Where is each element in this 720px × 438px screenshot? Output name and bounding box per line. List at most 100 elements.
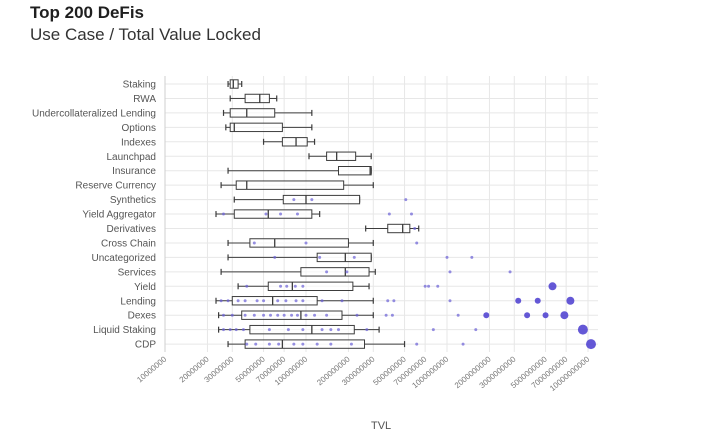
outlier-point [566, 296, 575, 305]
data-point [276, 299, 280, 303]
x-tick-label: 10000000 [135, 354, 168, 384]
box-iqr [231, 296, 318, 306]
data-point [508, 270, 512, 274]
data-point [325, 313, 329, 317]
box-iqr [281, 137, 308, 147]
data-point [301, 299, 305, 303]
data-point [222, 212, 226, 216]
category-label: Indexes [121, 137, 156, 148]
data-point [301, 284, 305, 288]
data-point [325, 270, 329, 274]
category-label: Uncategorized [92, 253, 156, 264]
data-point [336, 328, 340, 332]
data-point [409, 212, 413, 216]
data-point [301, 328, 305, 332]
data-point [245, 284, 249, 288]
data-point [295, 313, 299, 317]
outlier-point [560, 311, 569, 320]
category-label: RWA [133, 94, 156, 105]
data-point [390, 313, 394, 317]
data-point [301, 342, 305, 346]
data-point [277, 342, 281, 346]
data-point [318, 255, 322, 259]
box-iqr [229, 79, 239, 89]
category-label: Dexes [128, 311, 156, 322]
data-point [226, 299, 230, 303]
data-point [340, 299, 344, 303]
outlier-point [483, 312, 490, 319]
data-point [386, 299, 390, 303]
outlier-point [548, 282, 557, 291]
data-point [352, 255, 356, 259]
data-point [252, 241, 256, 245]
data-point [279, 284, 283, 288]
box-iqr [244, 339, 366, 349]
box-iqr [233, 209, 313, 219]
outlier-point [542, 312, 549, 319]
data-point [445, 255, 449, 259]
box-iqr [326, 151, 357, 161]
data-point [329, 328, 333, 332]
data-point [320, 328, 324, 332]
data-point [315, 342, 319, 346]
data-point [254, 342, 258, 346]
box-iqr [337, 166, 372, 176]
data-point [436, 284, 440, 288]
outlier-point [534, 297, 541, 304]
box-iqr [387, 223, 411, 234]
data-point [282, 313, 286, 317]
category-label: Launchpad [107, 152, 157, 163]
data-point [262, 299, 266, 303]
data-point [234, 328, 238, 332]
x-tick-labels: 10000000 20000000300000005000000070000000… [135, 354, 591, 393]
data-point [286, 328, 290, 332]
data-point [279, 212, 283, 216]
data-point [427, 284, 431, 288]
data-point [304, 313, 308, 317]
category-label: Liquid Staking [93, 325, 156, 336]
data-point [255, 299, 259, 303]
data-point [345, 270, 349, 274]
data-point [262, 313, 266, 317]
category-label: Undercollateralized Lending [32, 108, 156, 119]
data-point [268, 313, 272, 317]
box-iqr [235, 180, 345, 190]
box-iqr [316, 252, 372, 263]
category-label: Lending [120, 296, 156, 307]
category-label: CDP [135, 340, 156, 351]
outlier-point [585, 339, 596, 350]
data-point [431, 328, 435, 332]
chart-subtitle: Use Case / Total Value Locked [30, 25, 261, 44]
category-label: Reserve Currency [75, 181, 156, 192]
data-point [295, 212, 299, 216]
category-label: Cross Chain [101, 238, 156, 249]
data-point [448, 270, 452, 274]
category-label: Yield Aggregator [82, 210, 156, 221]
category-label: Options [122, 123, 156, 134]
data-point [387, 212, 391, 216]
data-point [222, 313, 226, 317]
category-label: Services [118, 267, 156, 278]
outlier-point [577, 324, 588, 335]
box-iqr [229, 122, 283, 133]
data-point [474, 328, 478, 332]
box-iqr [267, 281, 354, 292]
data-point [292, 198, 296, 202]
data-point [267, 342, 271, 346]
data-point [222, 328, 226, 332]
data-point [245, 342, 249, 346]
data-point [276, 313, 280, 317]
category-label: Derivatives [107, 224, 156, 235]
category-label: Insurance [112, 166, 156, 177]
outlier-point [515, 297, 522, 304]
data-point [285, 284, 289, 288]
x-axis-label: TVL [371, 420, 392, 432]
chart-title: Top 200 DeFis [30, 3, 144, 22]
category-label: Staking [123, 80, 156, 91]
data-point [365, 328, 369, 332]
data-point [252, 313, 256, 317]
box-iqr [300, 267, 370, 277]
data-point [448, 299, 452, 303]
data-point [243, 313, 247, 317]
data-point [392, 299, 396, 303]
